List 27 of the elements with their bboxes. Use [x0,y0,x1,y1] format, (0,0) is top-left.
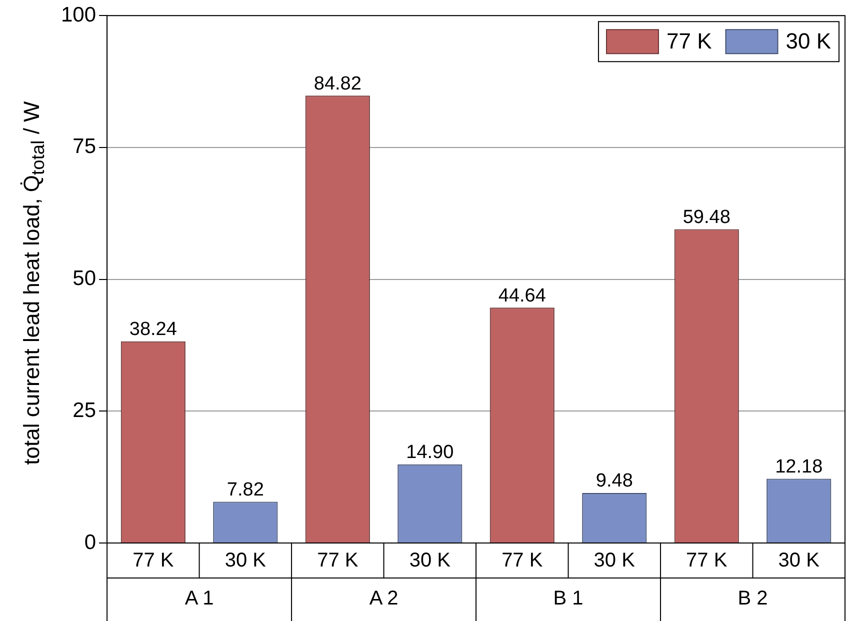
y-tick-label: 25 [72,398,96,422]
text: 77 K [132,550,174,572]
text: 30 K [409,550,450,572]
x-tick-label: A 1 [184,588,214,610]
x-tick-label: A 2 [369,588,398,610]
y-tick-label: 100 [60,3,96,26]
text: 30 K [594,550,635,572]
data-label: 14.90 [406,442,454,464]
data-label: 44.64 [498,285,546,306]
y-tick-label: 50 [72,267,96,290]
text: 77 K [502,550,543,572]
data-label: 7.82 [226,479,264,500]
x-tick-label: B 1 [553,588,584,610]
text: 30 K [778,550,820,572]
x-tick-label: B 2 [738,588,768,610]
data-label: 9.48 [596,470,633,492]
legend-label: 30 K [786,28,832,54]
data-label: 12.18 [775,456,823,478]
y-tick-label: 75 [72,135,96,158]
text: 30 K [224,550,266,572]
data-label: 84.82 [314,73,362,94]
text: 77 K [686,550,728,572]
y-tick-label: 0 [84,530,96,554]
data-label: 59.48 [682,207,730,228]
legend-label: 77 K [666,28,712,54]
data-label: 38.24 [129,319,178,340]
text: 77 K [317,550,358,572]
